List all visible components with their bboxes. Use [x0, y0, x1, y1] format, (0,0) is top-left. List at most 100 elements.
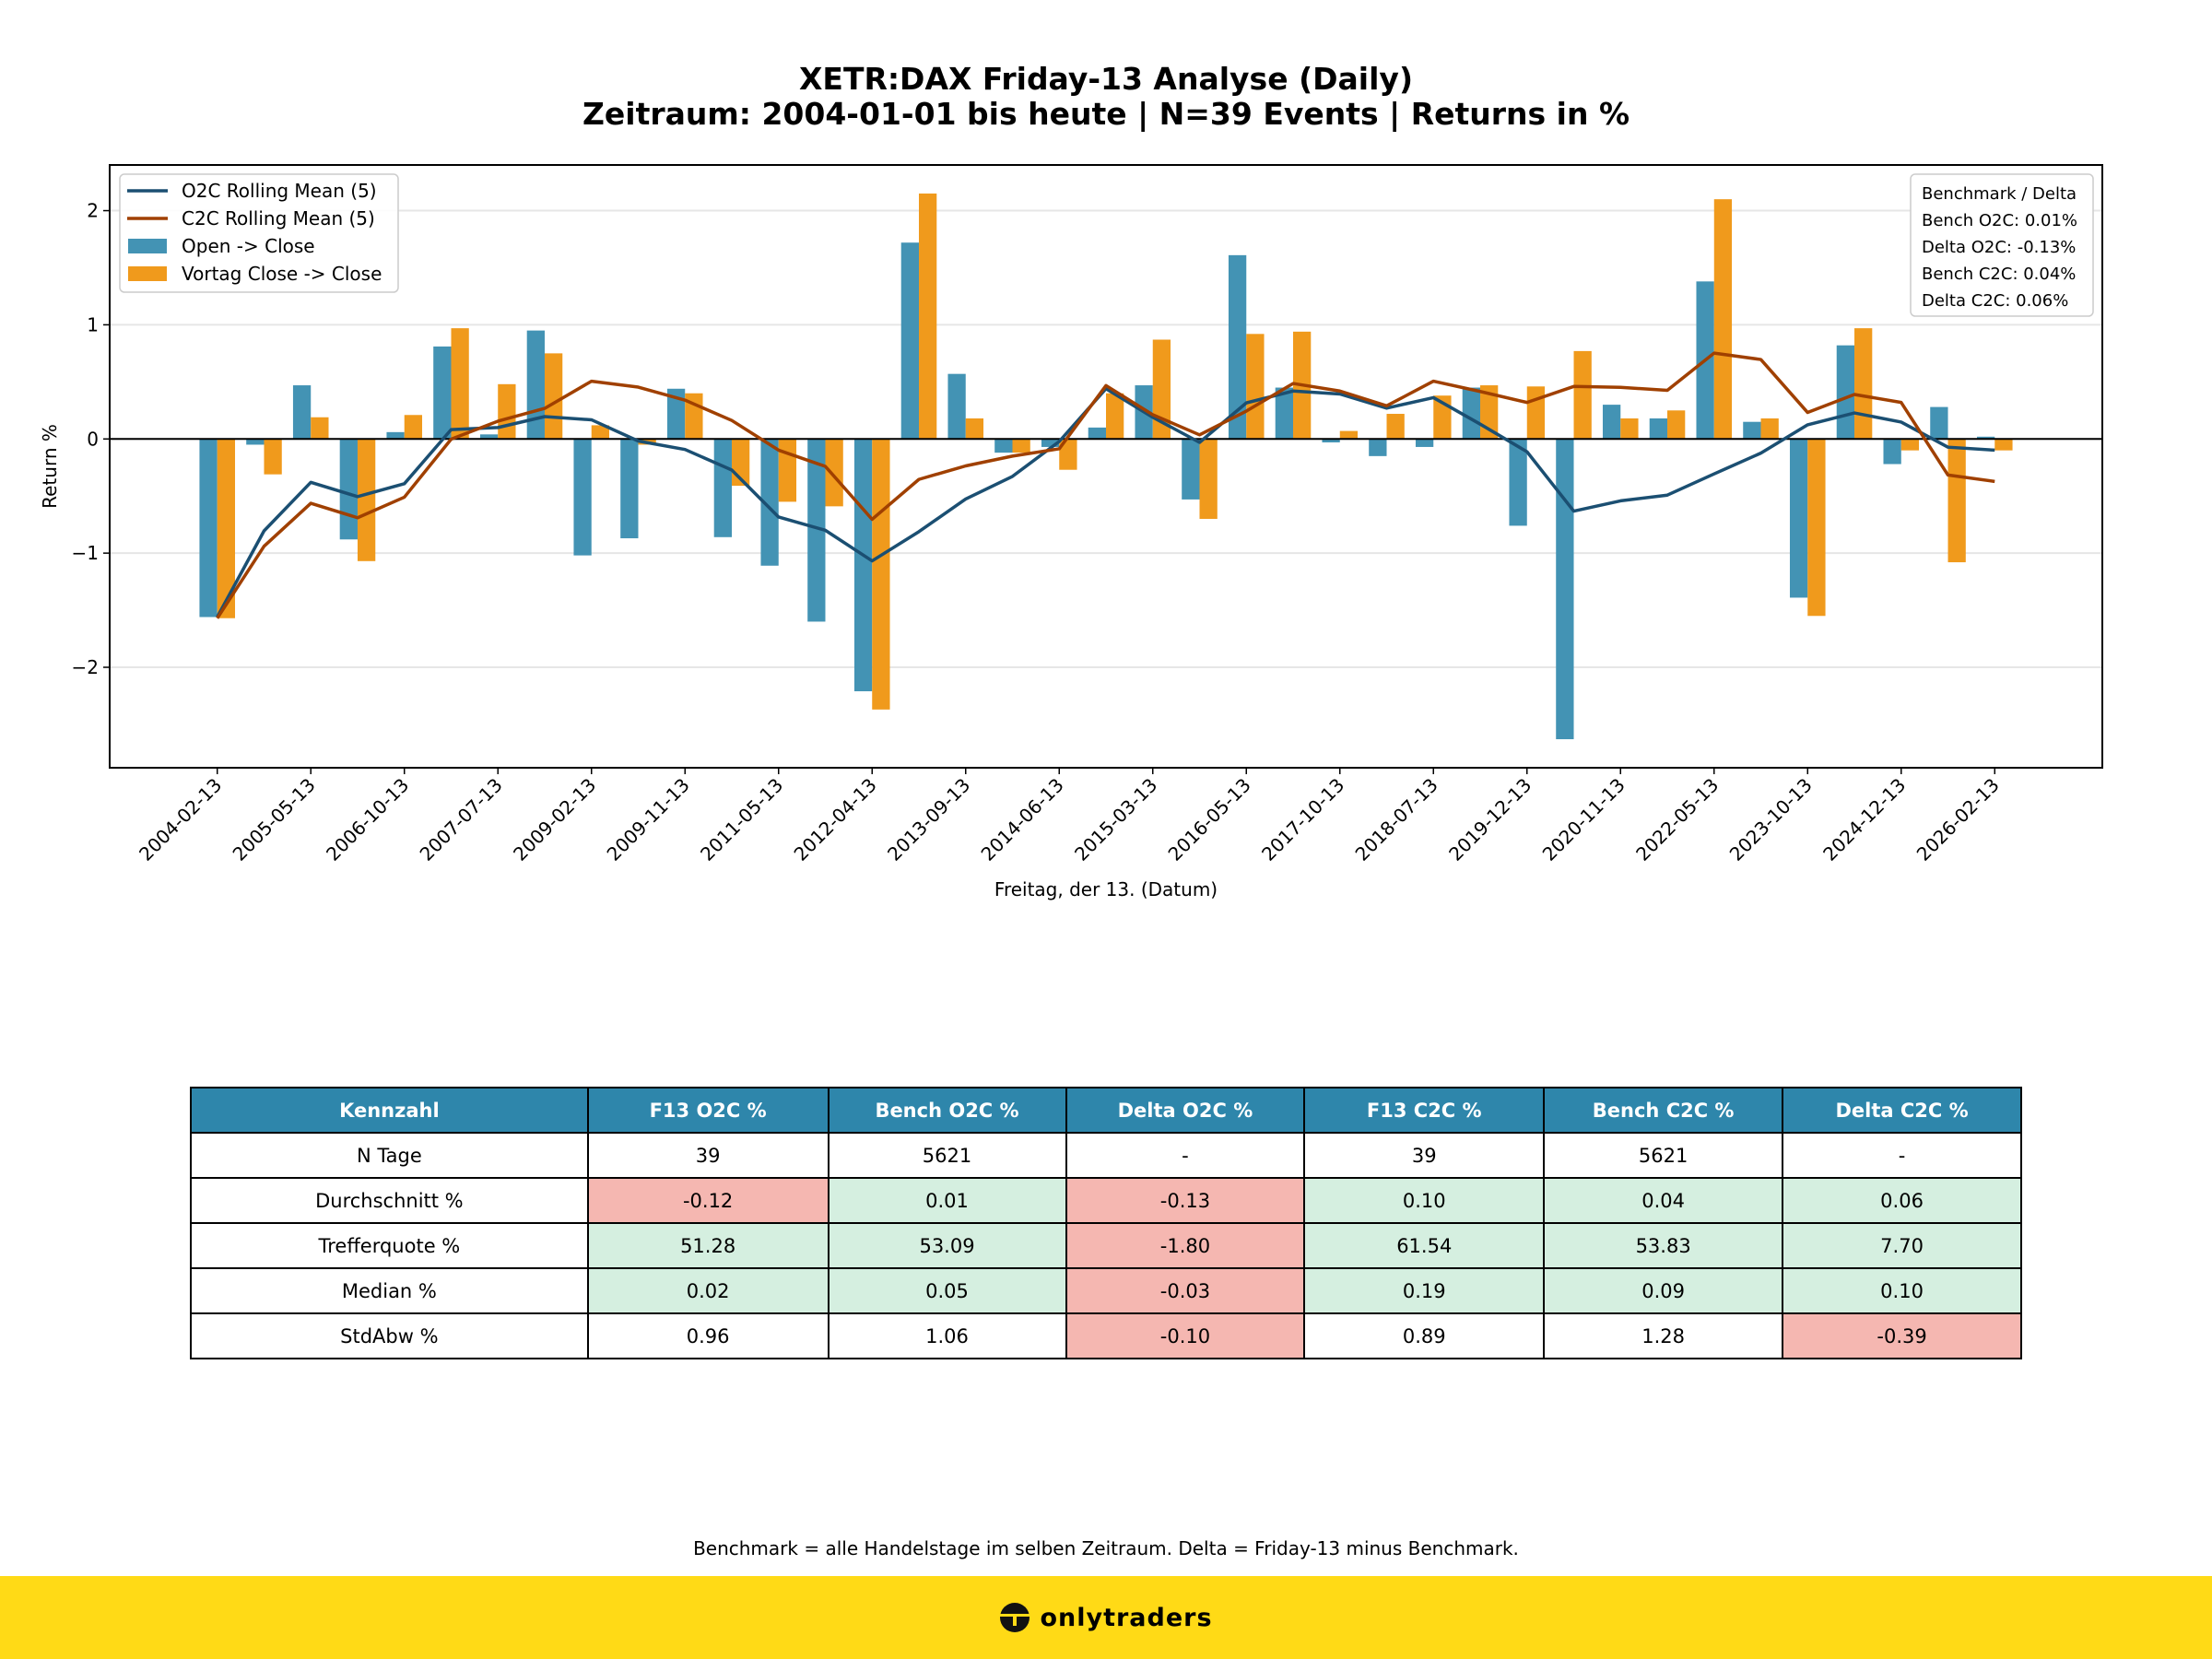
bar-c2c [1526, 386, 1546, 440]
table-cell: -0.12 [586, 1177, 830, 1224]
bar-o2c [1088, 427, 1106, 440]
column-header: F13 C2C % [1303, 1087, 1546, 1134]
x-tick-label: 2011-05-13 [696, 774, 787, 865]
table-cell: 51.28 [586, 1222, 830, 1269]
table-cell: 0.10 [1782, 1267, 2022, 1314]
x-tick-label: 2022-05-13 [1631, 774, 1723, 865]
table-cell: 0.09 [1543, 1267, 1784, 1314]
legend-swatch-bar [128, 266, 167, 281]
bar-o2c [760, 439, 779, 566]
bar-c2c [591, 425, 610, 440]
bar-c2c [778, 439, 797, 502]
table-row: N Tage 39 5621-39 5621- [190, 1132, 2022, 1179]
bar-o2c [1789, 439, 1808, 598]
bar-c2c [1573, 350, 1592, 440]
benchmark-annotation: Benchmark / Delta Bench O2C: 0.01% Delta O… [1910, 173, 2094, 317]
table-cell: - [1782, 1132, 2022, 1179]
bar-o2c [246, 439, 265, 445]
bar-o2c [1369, 439, 1387, 456]
bar-c2c [357, 439, 376, 561]
bar-o2c [1836, 345, 1855, 440]
table-cell: 53.09 [827, 1222, 1067, 1269]
table-header-row: Kennzahl F13 O2C % Bench O2C % Delta O2C % F… [190, 1087, 2022, 1134]
bar-c2c [404, 415, 423, 440]
table-cell: 39 [1303, 1132, 1546, 1179]
bar-o2c [1743, 421, 1761, 440]
legend-swatch-bar [128, 239, 167, 253]
table-cell: -0.10 [1065, 1312, 1306, 1359]
bar-o2c [1509, 439, 1527, 526]
y-tick-label: 0 [87, 428, 99, 450]
bar-c2c [451, 328, 469, 440]
x-tick-label: 2024-12-13 [1818, 774, 1910, 865]
footnote: Benchmark = alle Handelstage im selben Z… [693, 1537, 1519, 1559]
bar-o2c [292, 385, 312, 440]
table-cell: -0.03 [1065, 1267, 1306, 1314]
x-tick-label: 2016-05-13 [1164, 774, 1255, 865]
bar-o2c [1415, 439, 1434, 447]
column-header: Bench O2C % [827, 1087, 1067, 1134]
bar-c2c [264, 439, 282, 475]
bar-c2c [217, 439, 236, 618]
x-tick-label: 2014-06-13 [977, 774, 1068, 865]
x-tick-label: 2015-03-13 [1070, 774, 1161, 865]
bar-c2c [918, 193, 937, 440]
bar-c2c [1386, 414, 1405, 440]
table-cell: 5621 [1543, 1132, 1784, 1179]
bar-c2c [544, 353, 563, 440]
row-label: Trefferquote % [190, 1222, 589, 1269]
bar-o2c [994, 439, 1013, 453]
bar-o2c [853, 439, 873, 692]
table-cell: 53.83 [1543, 1222, 1784, 1269]
column-header: Kennzahl [190, 1087, 589, 1134]
y-axis-label: Return % [39, 424, 61, 509]
bar-c2c [1854, 328, 1873, 440]
table-cell: 0.04 [1543, 1177, 1784, 1224]
chart-title: XETR:DAX Friday-13 Analyse (Daily) [798, 61, 1414, 97]
bar-o2c [900, 242, 919, 440]
y-tick-label: 1 [87, 313, 99, 335]
bar-c2c [1620, 418, 1639, 440]
column-header: Delta C2C % [1782, 1087, 2022, 1134]
table-row: Median % 0.02 0.05 -0.03 0.19 0.09 0.10 [190, 1267, 2022, 1314]
x-tick-label: 2006-10-13 [322, 774, 413, 865]
x-tick-label: 2007-07-13 [416, 774, 507, 865]
annotation-line: Bench O2C: 0.01% [1922, 211, 2077, 230]
x-tick-label: 2026-02-13 [1912, 774, 2004, 865]
plot-frame [109, 164, 2103, 769]
bar-c2c [1339, 430, 1359, 440]
bar-o2c [1930, 406, 1948, 440]
bar-o2c [1462, 387, 1481, 440]
column-header: F13 O2C % [586, 1087, 830, 1134]
bar-c2c [1900, 439, 1920, 451]
y-tick-label: −2 [72, 656, 99, 678]
bar-o2c [666, 388, 686, 440]
legend: O2C Rolling Mean (5) C2C Rolling Mean (5)… [119, 173, 399, 293]
bar-o2c [199, 439, 218, 618]
brand-name: onlytraders [1040, 1603, 1213, 1632]
bar-o2c [1602, 405, 1621, 440]
x-tick-label: 2020-11-13 [1538, 774, 1630, 865]
bar-o2c [573, 439, 592, 556]
x-tick-label: 2019-12-13 [1444, 774, 1535, 865]
bar-o2c [1041, 439, 1060, 447]
bar-o2c [1649, 418, 1668, 440]
table-cell: -1.80 [1065, 1222, 1306, 1269]
table-cell: 61.54 [1303, 1222, 1546, 1269]
bar-o2c [1556, 439, 1574, 740]
bar-c2c [1994, 439, 2013, 451]
bar-o2c [713, 439, 732, 537]
stats-table: Kennzahl F13 O2C % Bench O2C % Delta O2C % F… [190, 1087, 2022, 1359]
table-cell: 0.05 [827, 1267, 1067, 1314]
table-cell: 0.10 [1303, 1177, 1546, 1224]
table-cell: 0.96 [586, 1312, 830, 1359]
bar-o2c [1883, 439, 1901, 465]
table-cell: - [1065, 1132, 1306, 1179]
bar-c2c [825, 439, 843, 507]
bar-o2c [807, 439, 826, 622]
table-row: Trefferquote % 51.28 53.09 -1.80 61.54 53.83 7… [190, 1222, 2022, 1269]
legend-label: O2C Rolling Mean (5) [182, 180, 377, 202]
bar-c2c [1713, 199, 1733, 440]
bar-c2c [872, 439, 890, 710]
